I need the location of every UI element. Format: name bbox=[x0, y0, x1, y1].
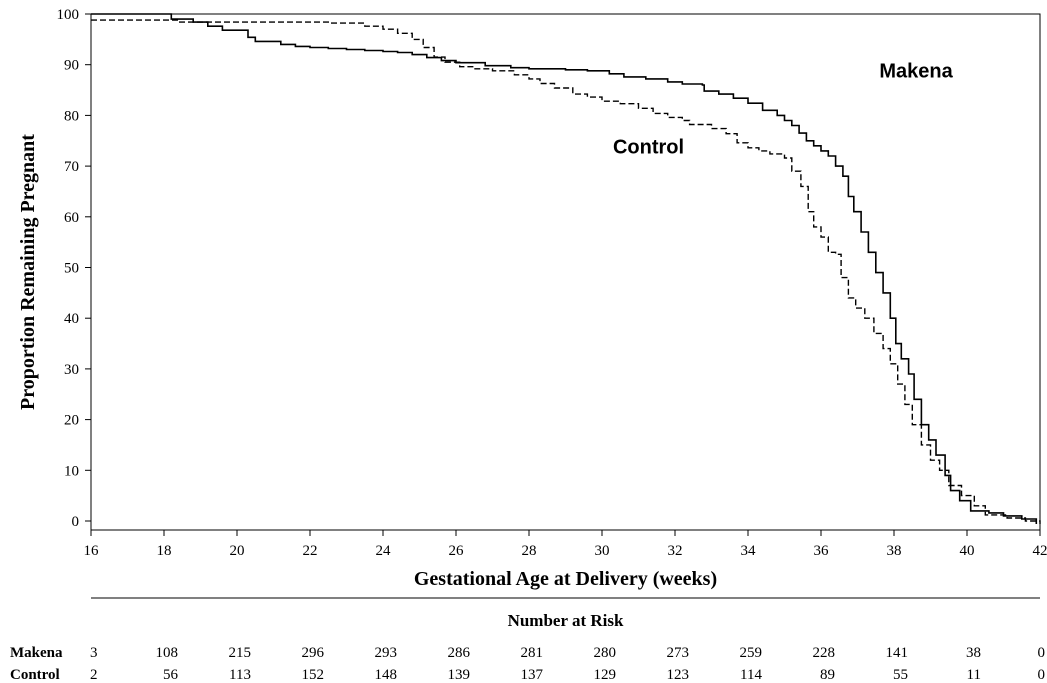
risk-cell: 280 bbox=[594, 645, 617, 661]
risk-cell: 113 bbox=[229, 667, 251, 683]
risk-cell: 259 bbox=[740, 645, 763, 661]
series-labels: Makena Control bbox=[613, 60, 954, 158]
x-tick-label: 42 bbox=[1033, 543, 1047, 559]
risk-cell: 3 bbox=[90, 645, 98, 661]
x-axis-title: Gestational Age at Delivery (weeks) bbox=[414, 568, 717, 590]
risk-cell: 114 bbox=[740, 667, 762, 683]
risk-row-label: Makena bbox=[10, 645, 63, 661]
risk-cell: 296 bbox=[302, 645, 325, 661]
x-tick-label: 26 bbox=[449, 543, 465, 559]
plot-frame bbox=[90, 13, 1041, 531]
y-tick-label: 40 bbox=[64, 311, 79, 327]
risk-cell: 215 bbox=[229, 645, 252, 661]
series-label-makena: Makena bbox=[879, 60, 953, 82]
risk-cell: 89 bbox=[820, 667, 835, 683]
x-tick-label: 16 bbox=[84, 543, 100, 559]
risk-table: Makena 3 108 215 296 293 286 281 280 273 259 228 141… bbox=[10, 645, 1045, 683]
x-tick-label: 20 bbox=[230, 543, 245, 559]
x-axis: 16 18 20 22 24 26 28 30 32 34 36 38 40 42 bbox=[84, 530, 1047, 559]
x-tick-label: 28 bbox=[522, 543, 537, 559]
risk-cell: 228 bbox=[813, 645, 836, 661]
x-tick-label: 36 bbox=[814, 543, 830, 559]
x-tick-label: 22 bbox=[303, 543, 318, 559]
series-label-control: Control bbox=[613, 136, 684, 158]
x-tick-label: 38 bbox=[887, 543, 902, 559]
risk-cell: 281 bbox=[521, 645, 544, 661]
y-axis: 0 10 20 30 40 50 60 70 80 90 100 bbox=[57, 7, 91, 530]
risk-cell: 141 bbox=[886, 645, 909, 661]
series-layer bbox=[91, 13, 1041, 524]
risk-table-title: Number at Risk bbox=[508, 611, 624, 630]
risk-cell: 137 bbox=[521, 667, 544, 683]
y-tick-label: 60 bbox=[64, 210, 79, 226]
risk-cell: 0 bbox=[1038, 645, 1046, 661]
x-tick-label: 34 bbox=[741, 543, 757, 559]
risk-cell: 56 bbox=[163, 667, 179, 683]
series-line-makena bbox=[91, 13, 1038, 524]
y-tick-label: 20 bbox=[64, 413, 79, 429]
x-tick-label: 18 bbox=[157, 543, 172, 559]
risk-cell: 2 bbox=[90, 667, 98, 683]
y-tick-label: 100 bbox=[57, 7, 80, 23]
y-tick-label: 50 bbox=[64, 261, 79, 277]
risk-cell: 129 bbox=[594, 667, 617, 683]
x-tick-label: 24 bbox=[376, 543, 392, 559]
x-tick-label: 30 bbox=[595, 543, 610, 559]
risk-row-label: Control bbox=[10, 667, 60, 683]
y-tick-label: 80 bbox=[64, 108, 79, 124]
x-tick-label: 32 bbox=[668, 543, 683, 559]
risk-cell: 139 bbox=[448, 667, 471, 683]
risk-cell: 123 bbox=[667, 667, 690, 683]
risk-cell: 55 bbox=[893, 667, 908, 683]
risk-cell: 152 bbox=[302, 667, 325, 683]
series-line-control bbox=[91, 19, 1041, 524]
y-tick-label: 70 bbox=[64, 159, 79, 175]
risk-cell: 108 bbox=[156, 645, 179, 661]
plot-area bbox=[90, 13, 1041, 531]
y-axis-title: Proportion Remaining Pregnant bbox=[17, 134, 39, 410]
y-tick-label: 30 bbox=[64, 362, 79, 378]
risk-cell: 11 bbox=[967, 667, 981, 683]
risk-cell: 286 bbox=[448, 645, 471, 661]
risk-cell: 0 bbox=[1038, 667, 1046, 683]
risk-cell: 148 bbox=[375, 667, 398, 683]
y-tick-label: 90 bbox=[64, 58, 79, 74]
y-tick-label: 10 bbox=[64, 463, 79, 479]
risk-cell: 293 bbox=[375, 645, 398, 661]
risk-cell: 38 bbox=[966, 645, 981, 661]
risk-cell: 273 bbox=[667, 645, 690, 661]
x-tick-label: 40 bbox=[960, 543, 975, 559]
y-tick-label: 0 bbox=[72, 514, 80, 530]
